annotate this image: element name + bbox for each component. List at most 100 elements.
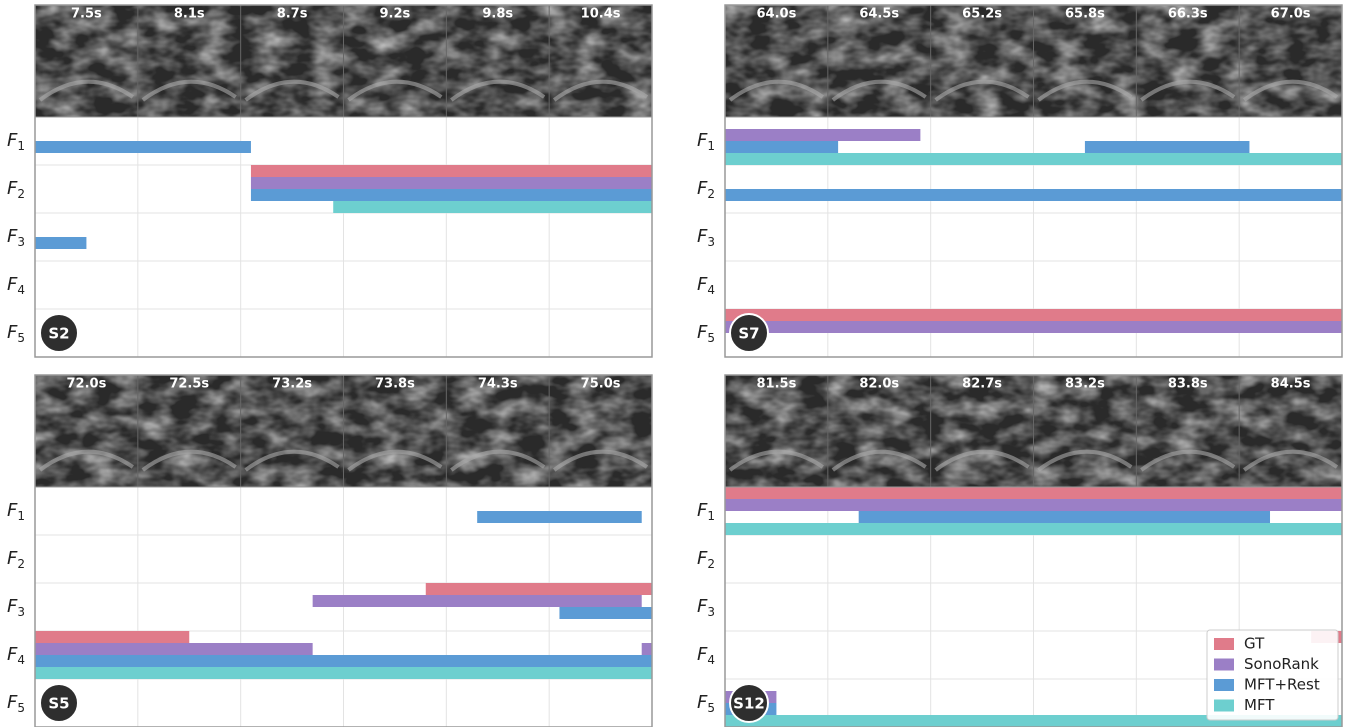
row-label-letter: F bbox=[697, 322, 708, 343]
row-label-index: 2 bbox=[17, 187, 25, 201]
legend-swatch bbox=[1214, 700, 1234, 712]
row-label: F5 bbox=[697, 322, 715, 345]
figure: 7.5s8.1s8.7s9.2s9.8s10.4sF1F2F3F4F5S264.… bbox=[0, 0, 1348, 727]
bar bbox=[35, 667, 652, 679]
frame-texture bbox=[725, 375, 828, 487]
row-label: F3 bbox=[7, 596, 25, 619]
bar bbox=[725, 129, 920, 141]
bar bbox=[251, 189, 652, 201]
frame-timestamp: 73.2s bbox=[272, 377, 312, 392]
bar bbox=[725, 141, 838, 153]
frame-timestamp: 7.5s bbox=[71, 7, 102, 22]
bar bbox=[35, 237, 86, 249]
frame-timestamp: 84.5s bbox=[1271, 377, 1311, 392]
row-label-index: 3 bbox=[17, 235, 25, 249]
row-label: F1 bbox=[7, 130, 25, 153]
row-label-index: 4 bbox=[707, 653, 715, 667]
frame-texture bbox=[138, 375, 241, 487]
row-label-letter: F bbox=[697, 500, 708, 521]
row-label-index: 1 bbox=[707, 509, 715, 523]
frame-timestamp: 8.1s bbox=[174, 7, 205, 22]
row-label: F5 bbox=[7, 322, 25, 345]
row-label-index: 2 bbox=[707, 557, 715, 571]
bar bbox=[642, 643, 652, 655]
frame-timestamp: 82.0s bbox=[859, 377, 899, 392]
frame-timestamp: 66.3s bbox=[1168, 7, 1208, 22]
row-label-letter: F bbox=[697, 692, 708, 713]
sequence-label: S5 bbox=[48, 695, 69, 713]
frame-texture bbox=[1034, 5, 1137, 117]
row-label-letter: F bbox=[7, 322, 18, 343]
row-label-letter: F bbox=[697, 596, 708, 617]
row-label-index: 4 bbox=[17, 653, 25, 667]
frame-timestamp: 65.2s bbox=[962, 7, 1002, 22]
bar bbox=[725, 321, 1342, 333]
row-label: F1 bbox=[697, 130, 715, 153]
row-label: F2 bbox=[7, 178, 25, 201]
row-label-index: 5 bbox=[707, 701, 715, 715]
bar bbox=[313, 595, 642, 607]
frame-timestamp: 82.7s bbox=[962, 377, 1002, 392]
bar bbox=[35, 643, 313, 655]
row-label-letter: F bbox=[7, 644, 18, 665]
frame-texture bbox=[725, 5, 828, 117]
row-label-letter: F bbox=[7, 596, 18, 617]
frame-texture bbox=[931, 5, 1034, 117]
row-label: F2 bbox=[7, 548, 25, 571]
row-label-letter: F bbox=[697, 226, 708, 247]
row-label: F5 bbox=[697, 692, 715, 715]
bar bbox=[725, 487, 1342, 499]
frame-texture bbox=[35, 5, 138, 117]
frame-texture bbox=[1239, 375, 1342, 487]
frame-timestamp: 9.2s bbox=[380, 7, 411, 22]
frame-texture bbox=[1136, 5, 1239, 117]
row-label: F2 bbox=[697, 548, 715, 571]
sequence-label: S2 bbox=[48, 325, 69, 343]
sequence-label: S12 bbox=[733, 695, 765, 713]
frame-texture bbox=[1239, 5, 1342, 117]
row-label-letter: F bbox=[7, 130, 18, 151]
row-label: F1 bbox=[7, 500, 25, 523]
row-label-letter: F bbox=[7, 692, 18, 713]
row-label-index: 5 bbox=[707, 331, 715, 345]
row-label-letter: F bbox=[697, 130, 708, 151]
bar bbox=[859, 511, 1270, 523]
row-label-letter: F bbox=[7, 226, 18, 247]
row-label-index: 3 bbox=[17, 605, 25, 619]
bar bbox=[251, 165, 652, 177]
row-label: F3 bbox=[697, 226, 715, 249]
frame-timestamp: 81.5s bbox=[757, 377, 797, 392]
frame-timestamp: 64.0s bbox=[757, 7, 797, 22]
frame-timestamp: 72.5s bbox=[169, 377, 209, 392]
row-label-index: 1 bbox=[17, 509, 25, 523]
row-label: F4 bbox=[697, 644, 715, 667]
frame-timestamp: 9.8s bbox=[482, 7, 513, 22]
legend-swatch bbox=[1214, 638, 1234, 650]
frame-texture bbox=[344, 5, 447, 117]
frame-timestamp: 73.8s bbox=[375, 377, 415, 392]
frame-timestamp: 67.0s bbox=[1271, 7, 1311, 22]
frame-timestamp: 72.0s bbox=[67, 377, 107, 392]
bar bbox=[559, 607, 652, 619]
frame-texture bbox=[828, 375, 931, 487]
bar bbox=[725, 523, 1342, 535]
frame-texture bbox=[241, 375, 344, 487]
legend-swatch bbox=[1214, 679, 1234, 691]
frame-timestamp: 10.4s bbox=[581, 7, 621, 22]
frame-texture bbox=[138, 5, 241, 117]
legend-label: SonoRank bbox=[1244, 655, 1319, 673]
row-label-letter: F bbox=[7, 500, 18, 521]
row-label: F1 bbox=[697, 500, 715, 523]
frame-texture bbox=[241, 5, 344, 117]
frame-texture bbox=[446, 5, 549, 117]
bar bbox=[1085, 141, 1250, 153]
frame-texture bbox=[931, 375, 1034, 487]
legend-label: MFT bbox=[1244, 696, 1275, 714]
bar bbox=[477, 511, 642, 523]
bar bbox=[35, 631, 189, 643]
frame-timestamp: 75.0s bbox=[581, 377, 621, 392]
bar bbox=[35, 655, 652, 667]
bar bbox=[35, 141, 251, 153]
